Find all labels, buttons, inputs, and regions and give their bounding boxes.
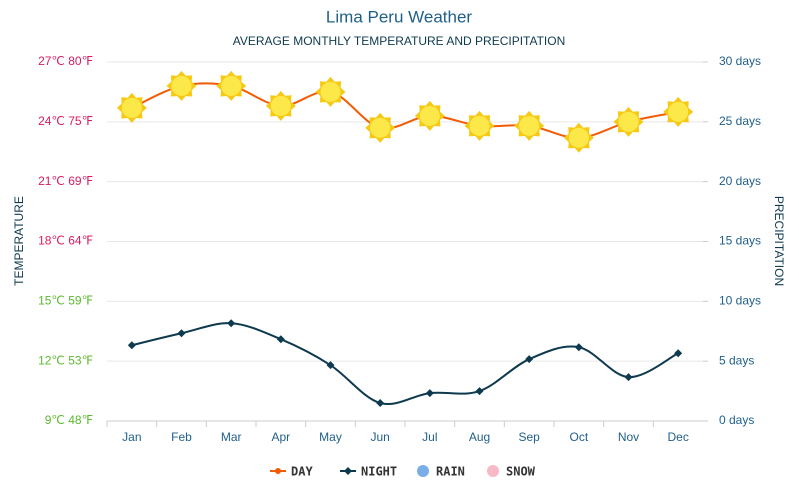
y-tick-label: 9℃ 48℉ <box>45 413 93 427</box>
legend-label: NIGHT <box>361 465 397 479</box>
x-tick-label: Jul <box>422 430 437 444</box>
sun-marker <box>265 90 296 121</box>
diamond-marker <box>177 329 186 338</box>
x-tick-label: May <box>319 430 342 444</box>
legend-marker <box>275 468 281 474</box>
sun-marker <box>464 110 495 141</box>
sun-marker <box>166 70 197 101</box>
x-tick-label: Apr <box>271 430 290 444</box>
x-tick-label: Jun <box>370 430 389 444</box>
y-tick-label: 27℃ 80℉ <box>38 54 93 68</box>
legend-marker <box>417 465 429 477</box>
sun-core <box>419 105 440 126</box>
sun-core <box>221 75 242 96</box>
diamond-marker <box>376 399 385 408</box>
line <box>131 82 679 139</box>
y2-tick-label: 5 days <box>719 353 754 367</box>
sun-marker <box>216 70 247 101</box>
x-tick-label: Dec <box>667 430 688 444</box>
sun-core <box>121 97 142 118</box>
x-tick-label: Nov <box>618 430 639 444</box>
y-axis-title: TEMPERATURE <box>12 196 26 286</box>
y2-tick-label: 20 days <box>719 174 761 188</box>
y-tick-label: 24℃ 75℉ <box>38 114 93 128</box>
y-tick-label: 15℃ 59℉ <box>38 294 93 308</box>
sun-core <box>668 101 689 122</box>
y2-tick-label: 25 days <box>719 114 761 128</box>
y-tick-label: 18℃ 64℉ <box>38 234 93 248</box>
legend-label: SNOW <box>506 465 536 479</box>
sun-core <box>469 115 490 136</box>
sun-core <box>568 127 589 148</box>
diamond-marker <box>425 389 434 398</box>
diamond-marker <box>326 361 335 370</box>
sun-marker <box>514 110 545 141</box>
y2-tick-label: 30 days <box>719 54 761 68</box>
diamond-marker <box>624 373 633 382</box>
x-tick-label: Oct <box>569 430 588 444</box>
y2-tick-label: 15 days <box>719 234 761 248</box>
y2-tick-label: 0 days <box>719 413 754 427</box>
sun-marker <box>116 92 147 123</box>
sun-marker <box>365 112 396 143</box>
diamond-marker <box>674 349 683 358</box>
legend-label: DAY <box>291 465 313 479</box>
sun-marker <box>315 76 346 107</box>
y-tick-label: 21℃ 69℉ <box>38 174 93 188</box>
chart-title: Lima Peru Weather <box>326 7 472 26</box>
sun-core <box>370 117 391 138</box>
diamond-marker <box>227 319 236 328</box>
sun-marker <box>563 122 594 153</box>
x-tick-label: Sep <box>518 430 540 444</box>
diamond-marker <box>574 343 583 352</box>
x-tick-label: Aug <box>469 430 490 444</box>
diamond-marker <box>475 387 484 396</box>
sun-marker <box>613 106 644 137</box>
line <box>131 322 679 406</box>
sun-marker <box>663 96 694 127</box>
sun-marker <box>414 100 445 131</box>
legend-label: RAIN <box>436 465 465 479</box>
x-tick-label: Jan <box>122 430 141 444</box>
legend-marker <box>344 467 352 475</box>
diamond-marker <box>276 335 285 344</box>
sun-core <box>171 75 192 96</box>
y-tick-label: 12℃ 53℉ <box>38 353 93 367</box>
sun-core <box>270 95 291 116</box>
chart-subtitle: AVERAGE MONTHLY TEMPERATURE AND PRECIPIT… <box>233 34 566 48</box>
diamond-marker <box>525 355 534 364</box>
x-tick-label: Mar <box>221 430 242 444</box>
sun-core <box>519 115 540 136</box>
sun-core <box>320 81 341 102</box>
x-tick-label: Feb <box>171 430 192 444</box>
sun-core <box>618 111 639 132</box>
y2-axis-title: PRECIPITATION <box>772 196 786 286</box>
legend-marker <box>487 465 499 477</box>
diamond-marker <box>127 341 136 350</box>
y2-tick-label: 10 days <box>719 294 761 308</box>
